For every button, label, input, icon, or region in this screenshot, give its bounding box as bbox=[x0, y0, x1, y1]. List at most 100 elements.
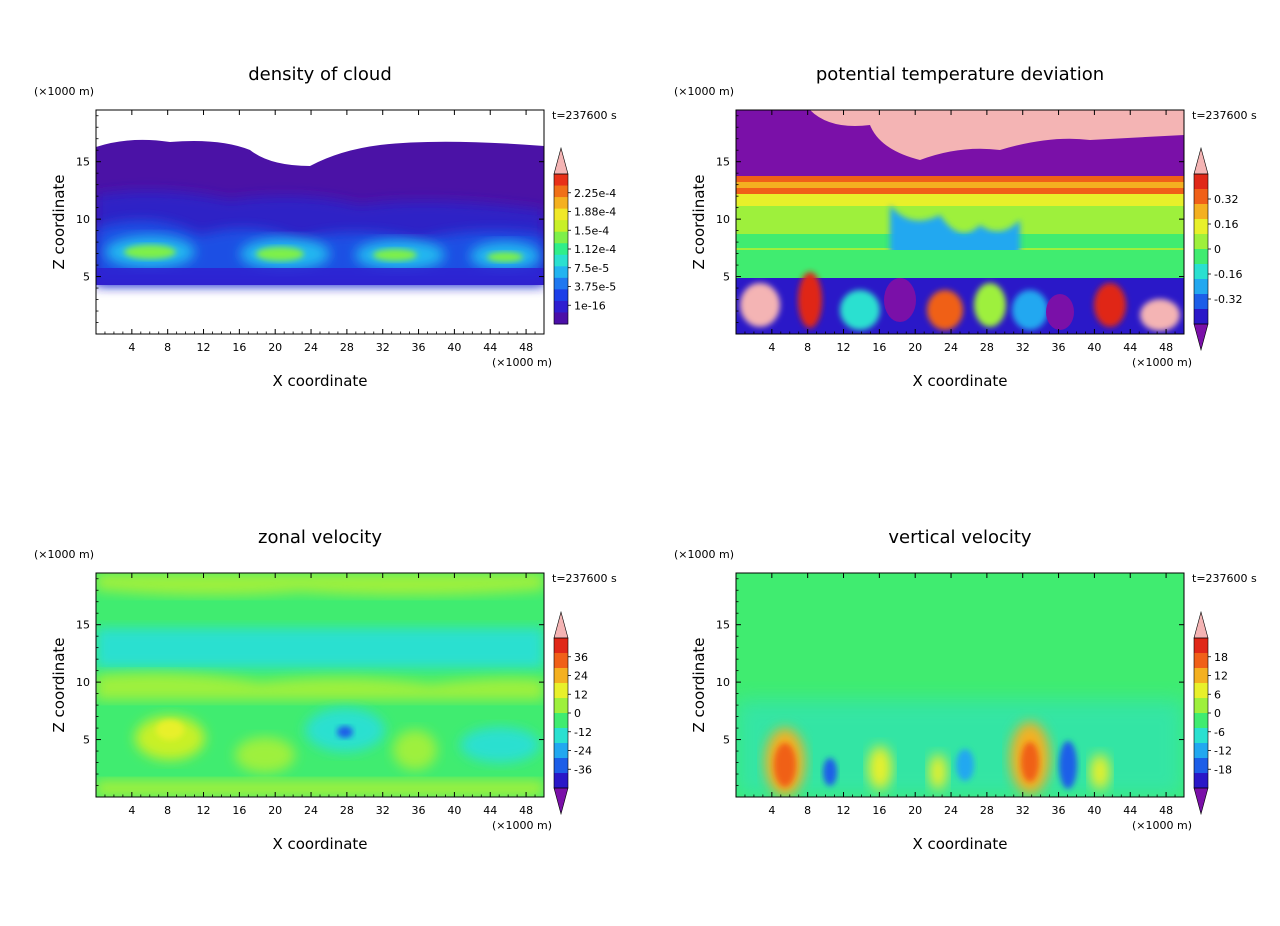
x-tick-label: 32 bbox=[1016, 341, 1030, 354]
heatmap-field-zonal bbox=[96, 573, 544, 797]
x-tick-label: 8 bbox=[164, 341, 171, 354]
x-axis-label: X coordinate bbox=[272, 372, 367, 390]
colorbar-segment bbox=[554, 266, 568, 279]
x-axis-label: X coordinate bbox=[272, 835, 367, 853]
y-tick-label: 15 bbox=[716, 619, 730, 632]
colorbar-segment bbox=[554, 698, 568, 714]
x-tick-label: 20 bbox=[908, 804, 922, 817]
x-tick-label: 40 bbox=[1087, 341, 1101, 354]
colorbar-segment bbox=[1194, 638, 1208, 654]
colorbar-over-arrow bbox=[553, 610, 569, 639]
x-axis-unit: (×1000 m) bbox=[492, 356, 552, 369]
colorbar-label: -0.16 bbox=[1214, 268, 1242, 281]
x-tick-label: 36 bbox=[1052, 341, 1066, 354]
colorbar-segment bbox=[1194, 279, 1208, 295]
x-tick-label: 40 bbox=[447, 804, 461, 817]
colorbar-segment bbox=[1194, 773, 1208, 789]
colorbar-label: 3.75e-5 bbox=[574, 281, 616, 294]
y-tick-label: 10 bbox=[76, 676, 90, 689]
x-tick-label: 28 bbox=[340, 804, 354, 817]
colorbar-segment bbox=[554, 668, 568, 684]
x-tick-label: 36 bbox=[412, 341, 426, 354]
y-axis-label: Z coordinate bbox=[50, 637, 68, 732]
x-tick-label: 44 bbox=[1123, 804, 1137, 817]
x-tick-label: 12 bbox=[197, 341, 211, 354]
colorbar-segment bbox=[554, 773, 568, 789]
colorbar-segment bbox=[554, 185, 568, 198]
x-axis-label: X coordinate bbox=[912, 835, 1007, 853]
colorbar-over-arrow bbox=[1193, 610, 1209, 639]
panel-vertical-velocity: vertical velocity (×1000 m) t=237600 s (×10… bbox=[674, 527, 1257, 853]
colorbar-label: 1.88e-4 bbox=[574, 206, 616, 219]
colorbar-under-arrow bbox=[1193, 787, 1209, 816]
colorbar-segment bbox=[1194, 698, 1208, 714]
y-axis-label: Z coordinate bbox=[690, 637, 708, 732]
x-tick-label: 24 bbox=[304, 804, 318, 817]
y-tick-label: 15 bbox=[76, 619, 90, 632]
x-tick-label: 4 bbox=[768, 804, 775, 817]
x-tick-label: 40 bbox=[447, 341, 461, 354]
panel-potential-temperature: potential temperature deviation (×1000 m)… bbox=[674, 64, 1257, 390]
colorbar-segment bbox=[1194, 683, 1208, 699]
colorbar-label: 0.32 bbox=[1214, 193, 1239, 206]
colorbar-segment bbox=[554, 638, 568, 654]
x-tick-label: 16 bbox=[872, 804, 886, 817]
colorbar-label: 12 bbox=[1214, 670, 1228, 683]
colorbar-label: -24 bbox=[574, 745, 592, 758]
colorbar-label: -12 bbox=[1214, 745, 1232, 758]
x-tick-label: 20 bbox=[268, 341, 282, 354]
colorbar-segment bbox=[1194, 728, 1208, 744]
x-tick-label: 12 bbox=[837, 341, 851, 354]
panel-zonal-velocity: zonal velocity (×1000 m) t=237600 s (×1000 … bbox=[34, 527, 617, 853]
chart-title: potential temperature deviation bbox=[816, 64, 1104, 85]
colorbar-segment bbox=[1194, 189, 1208, 205]
colorbar-segment bbox=[554, 289, 568, 302]
x-tick-label: 28 bbox=[980, 804, 994, 817]
x-tick-label: 24 bbox=[944, 341, 958, 354]
x-tick-label: 28 bbox=[340, 341, 354, 354]
heatmap-field-theta bbox=[736, 110, 1184, 334]
panel-cloud-density: density of cloud (×1000 m) t=237600 s (×100… bbox=[34, 64, 617, 390]
y-tick-label: 5 bbox=[83, 734, 90, 747]
x-axis-unit: (×1000 m) bbox=[1132, 819, 1192, 832]
colorbar-label: 0.16 bbox=[1214, 218, 1239, 231]
x-tick-label: 44 bbox=[483, 341, 497, 354]
time-label: t=237600 s bbox=[552, 109, 617, 122]
colorbar-segment bbox=[554, 231, 568, 244]
colorbar-segment bbox=[1194, 758, 1208, 774]
x-tick-label: 20 bbox=[908, 341, 922, 354]
colorbar-label: -12 bbox=[574, 726, 592, 739]
colorbar-segment bbox=[554, 220, 568, 233]
colorbar-segment bbox=[554, 277, 568, 290]
colorbar-segment bbox=[554, 197, 568, 210]
heatmap-field-cloud bbox=[96, 110, 544, 334]
colorbar-segment bbox=[554, 312, 568, 325]
colorbar-segment bbox=[1194, 713, 1208, 729]
y-tick-label: 5 bbox=[723, 271, 730, 284]
chart-title: zonal velocity bbox=[258, 527, 382, 548]
colorbar-under-arrow bbox=[1193, 323, 1209, 352]
x-tick-label: 44 bbox=[483, 804, 497, 817]
x-tick-label: 12 bbox=[837, 804, 851, 817]
time-label: t=237600 s bbox=[1192, 572, 1257, 585]
colorbar-over-arrow bbox=[553, 146, 569, 175]
colorbar-label: 0 bbox=[574, 707, 581, 720]
x-tick-label: 40 bbox=[1087, 804, 1101, 817]
x-tick-label: 8 bbox=[804, 804, 811, 817]
time-label: t=237600 s bbox=[552, 572, 617, 585]
x-tick-label: 24 bbox=[944, 804, 958, 817]
colorbar-label: 18 bbox=[1214, 651, 1228, 664]
x-axis-unit: (×1000 m) bbox=[1132, 356, 1192, 369]
y-tick-label: 10 bbox=[76, 213, 90, 226]
colorbar-label: 0 bbox=[1214, 243, 1221, 256]
chart-title: vertical velocity bbox=[888, 527, 1032, 548]
x-tick-label: 4 bbox=[768, 341, 775, 354]
y-tick-label: 10 bbox=[716, 676, 730, 689]
colorbar-segment bbox=[1194, 204, 1208, 220]
x-tick-label: 8 bbox=[804, 341, 811, 354]
colorbar-label: -0.32 bbox=[1214, 293, 1242, 306]
x-tick-label: 32 bbox=[376, 341, 390, 354]
x-tick-label: 12 bbox=[197, 804, 211, 817]
y-axis-label: Z coordinate bbox=[690, 174, 708, 269]
